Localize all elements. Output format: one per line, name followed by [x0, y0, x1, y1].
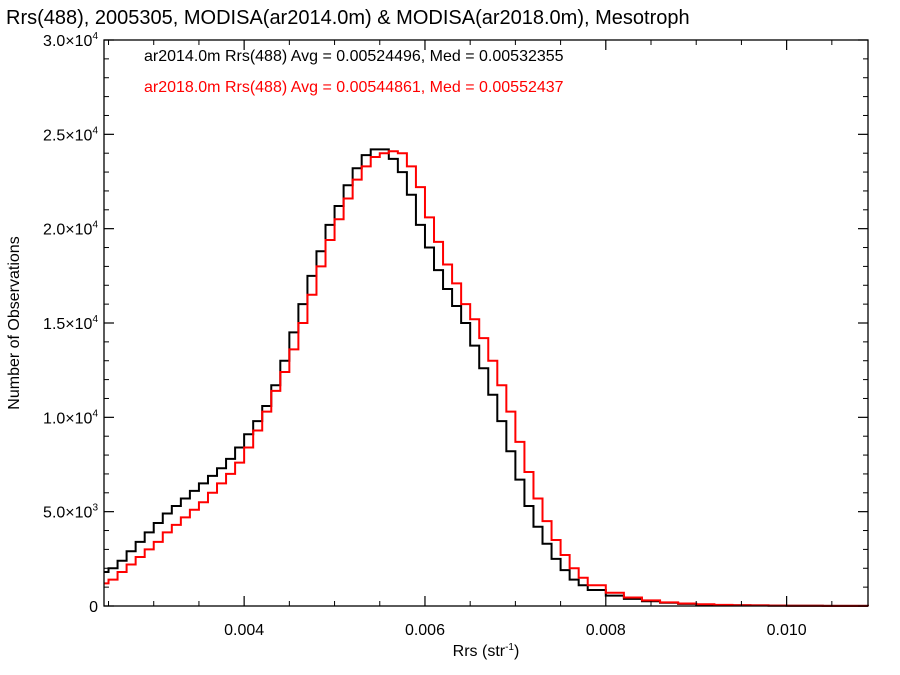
x-tick-label: 0.004 [224, 622, 264, 639]
chart-title: Rrs(488), 2005305, MODISA(ar2014.0m) & M… [6, 7, 690, 29]
x-tick-label: 0.008 [586, 622, 626, 639]
series-line-ar2014.0m [104, 148, 869, 607]
legend-entry-ar2018: ar2018.0m Rrs(488) Avg = 0.00544861, Med… [144, 79, 564, 96]
x-axis-label-superscript: -1 [505, 642, 514, 653]
y-tick-label: 1.0×104 [43, 408, 98, 427]
y-tick-label: 0 [89, 599, 98, 616]
series-line-ar2018.0m [104, 150, 869, 607]
legend-entry-ar2014: ar2014.0m Rrs(488) Avg = 0.00524496, Med… [144, 48, 564, 65]
x-tick-label: 0.010 [767, 622, 807, 639]
y-tick-label: 1.5×104 [43, 314, 98, 333]
y-tick-label: 2.0×104 [43, 220, 98, 239]
series-layer [104, 148, 869, 607]
y-tick-label: 5.0×103 [43, 503, 98, 522]
x-tick-label: 0.006 [405, 622, 445, 639]
legend: ar2014.0m Rrs(488) Avg = 0.00524496, Med… [144, 48, 564, 96]
y-axis-label: Number of Observations [6, 236, 23, 409]
plot-frame [103, 39, 869, 607]
ticks-layer: 0.004 0.006 0.008 0.010 0 5.0×103 1.0×104 1.5×1… [43, 31, 868, 639]
y-tick-label: 3.0×104 [43, 31, 98, 50]
x-axis-label: Rrs (str-1) [453, 642, 520, 660]
y-tick-label: 2.5×104 [43, 125, 98, 144]
